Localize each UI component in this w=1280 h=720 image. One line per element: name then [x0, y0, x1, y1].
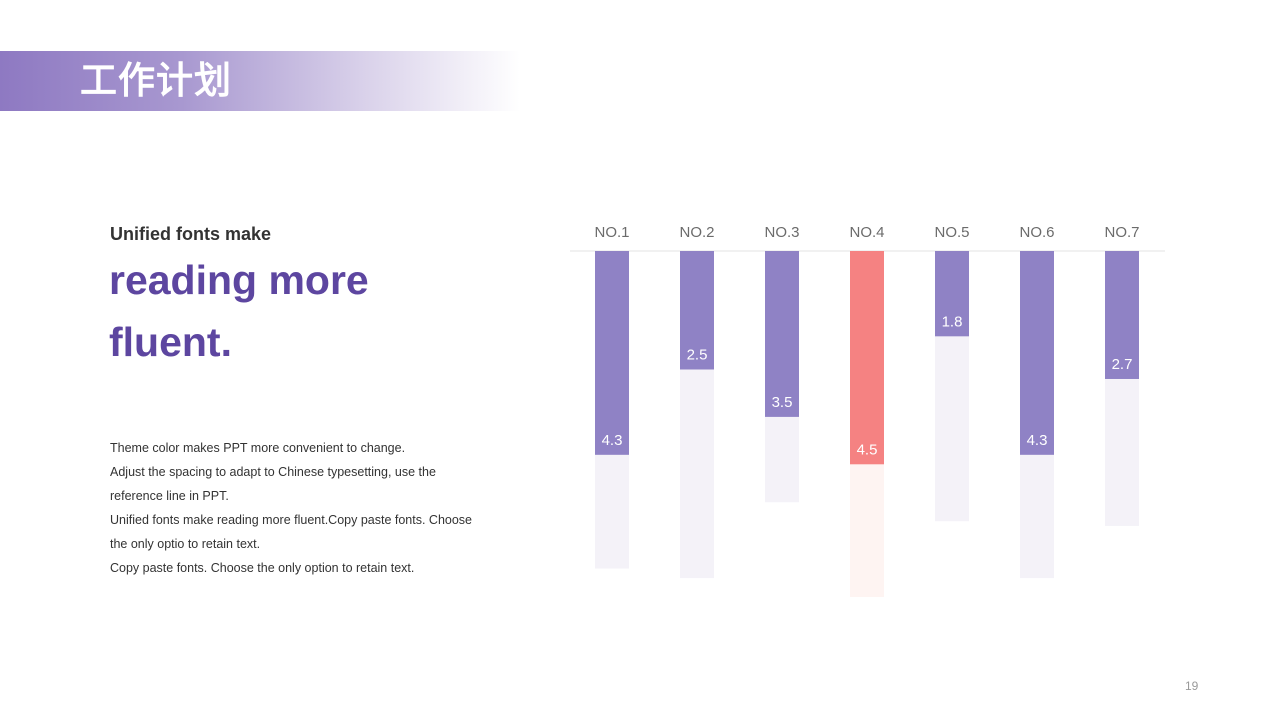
body-line: Unified fonts make reading more fluent.C… — [110, 513, 473, 527]
body-paragraph: Theme color makes PPT more convenient to… — [110, 436, 510, 580]
category-label: NO.5 — [934, 224, 969, 241]
data-label: 2.5 — [687, 347, 708, 364]
bar — [850, 251, 884, 465]
lead-subtitle: Unified fonts make — [110, 224, 272, 244]
category-label: NO.4 — [849, 224, 884, 241]
data-label: 3.5 — [772, 394, 793, 411]
bar — [1105, 251, 1139, 379]
data-label: 4.3 — [602, 432, 623, 449]
page-number: 19 — [1185, 679, 1199, 693]
data-label: 1.8 — [942, 313, 963, 330]
category-label: NO.1 — [594, 224, 629, 241]
bar — [1020, 251, 1054, 455]
bar — [935, 251, 969, 337]
lead-headline-line-2: fluent. — [109, 319, 232, 365]
data-label: 2.7 — [1112, 356, 1133, 373]
category-label: NO.7 — [1104, 224, 1139, 241]
lead-headline: reading more fluent. — [109, 249, 369, 373]
data-label: 4.5 — [857, 441, 878, 458]
body-line: Adjust the spacing to adapt to Chinese t… — [110, 465, 436, 479]
bar — [680, 251, 714, 370]
lead-headline-line-1: reading more — [109, 257, 369, 303]
bar — [595, 251, 629, 455]
category-label: NO.2 — [679, 224, 714, 241]
body-line: the only optio to retain text. — [110, 537, 261, 551]
title-band — [0, 51, 520, 111]
body-line: Copy paste fonts. Choose the only option… — [110, 561, 415, 575]
slide-title: 工作计划 — [80, 60, 232, 101]
body-line: Theme color makes PPT more convenient to… — [110, 441, 406, 455]
data-label: 4.3 — [1027, 432, 1048, 449]
category-label: NO.3 — [764, 224, 799, 241]
body-line: reference line in PPT. — [110, 489, 229, 503]
bar — [765, 251, 799, 417]
category-label: NO.6 — [1019, 224, 1054, 241]
